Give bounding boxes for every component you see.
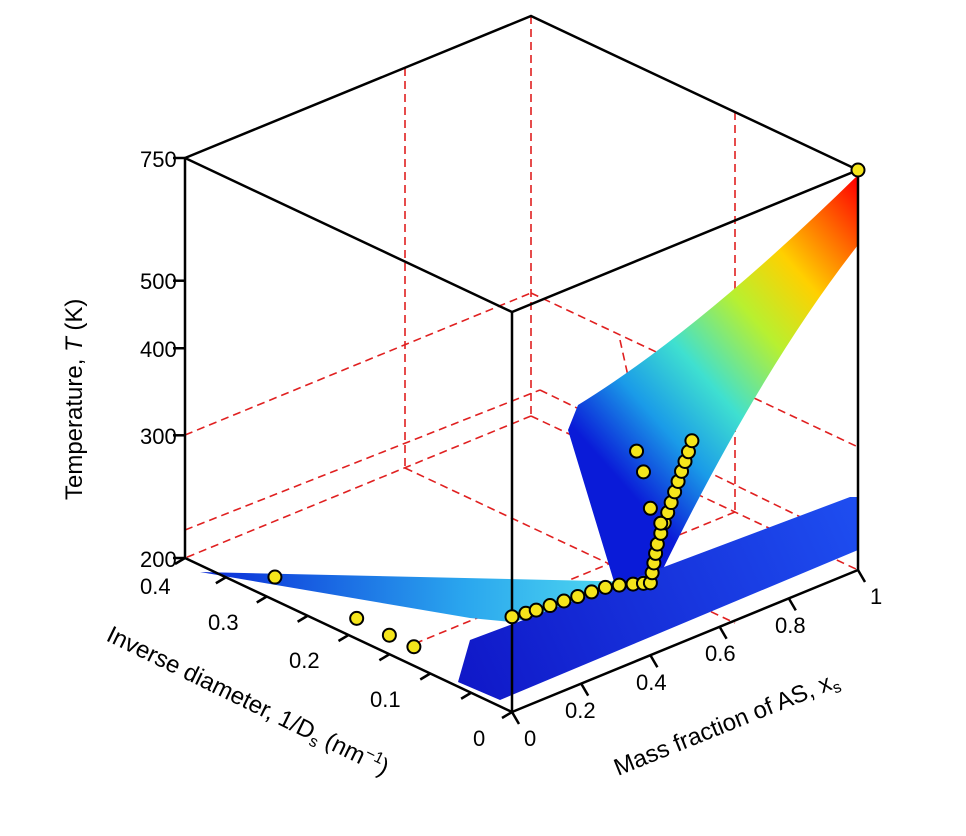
z-tick-label: 400 xyxy=(140,337,177,362)
x-tick xyxy=(580,682,590,697)
x-tick xyxy=(856,569,867,583)
z-tick-labels: 750 500 400 300 200 xyxy=(140,147,177,572)
z-axis-title: Temperature, T (K) xyxy=(61,299,88,500)
y-tick xyxy=(256,595,268,604)
data-point xyxy=(556,593,572,609)
data-point xyxy=(504,609,520,625)
data-point xyxy=(267,569,283,585)
grid-line xyxy=(408,511,736,647)
data-point xyxy=(850,162,866,178)
y-tick xyxy=(337,633,350,643)
x-tick-label: 0.2 xyxy=(565,698,596,723)
z-tick-label: 500 xyxy=(140,269,177,294)
z-tick-label: 750 xyxy=(140,147,177,172)
z-tick-label: 200 xyxy=(140,547,177,572)
data-point xyxy=(381,627,397,643)
upper-surface xyxy=(568,175,858,585)
y-tick-label: 0.2 xyxy=(289,648,320,673)
data-point xyxy=(635,464,651,480)
x-tick xyxy=(718,626,728,640)
lower-right-surface xyxy=(458,497,858,700)
y-tick xyxy=(174,556,186,566)
y-tick xyxy=(215,576,227,585)
x-tick-label: 0.8 xyxy=(775,613,806,638)
y-tick-labels: 0.4 0.3 0.2 0.1 0 xyxy=(140,574,485,751)
y-tick xyxy=(296,614,309,623)
x-tick-label: 0.6 xyxy=(705,641,736,666)
data-point xyxy=(528,602,544,618)
x-tick xyxy=(510,711,521,725)
data-point xyxy=(642,500,658,516)
data-point xyxy=(542,598,558,614)
x-axis-line xyxy=(511,568,859,714)
x-tick-labels: 0 0.2 0.4 0.6 0.8 1 xyxy=(524,584,882,751)
data-point xyxy=(629,443,645,459)
x-tick xyxy=(649,654,659,668)
z-tick-label: 300 xyxy=(140,424,177,449)
data-point xyxy=(653,515,669,531)
box-top xyxy=(181,14,862,314)
grid-line xyxy=(184,389,541,531)
data-point xyxy=(406,639,422,655)
box-edges xyxy=(181,14,862,714)
data-point xyxy=(584,584,600,600)
data-points xyxy=(267,162,866,655)
grid-line xyxy=(184,292,532,436)
x-tick-label: 1 xyxy=(870,584,882,609)
x-tick-label: 0 xyxy=(524,726,536,751)
data-point xyxy=(570,588,586,604)
data-point xyxy=(684,433,700,449)
y-tick xyxy=(501,710,513,720)
data-point xyxy=(611,577,627,593)
data-point xyxy=(349,610,365,626)
y-tick-label: 0.4 xyxy=(140,574,171,599)
data-point xyxy=(597,579,613,595)
axis-ticks xyxy=(173,156,867,725)
grid-line xyxy=(530,292,859,448)
y-tick xyxy=(460,691,472,700)
y-tick xyxy=(378,653,391,662)
grid-line xyxy=(184,415,532,559)
y-tick-label: 0.3 xyxy=(208,610,239,635)
x-tick-label: 0.4 xyxy=(636,670,667,695)
x-tick xyxy=(787,597,797,612)
y-tick xyxy=(419,672,431,681)
y-tick-label: 0.1 xyxy=(370,687,401,712)
y-axis-title: Inverse diameter, 1/Ds (nm−1) xyxy=(101,620,394,784)
y-tick-label: 0 xyxy=(473,726,485,751)
